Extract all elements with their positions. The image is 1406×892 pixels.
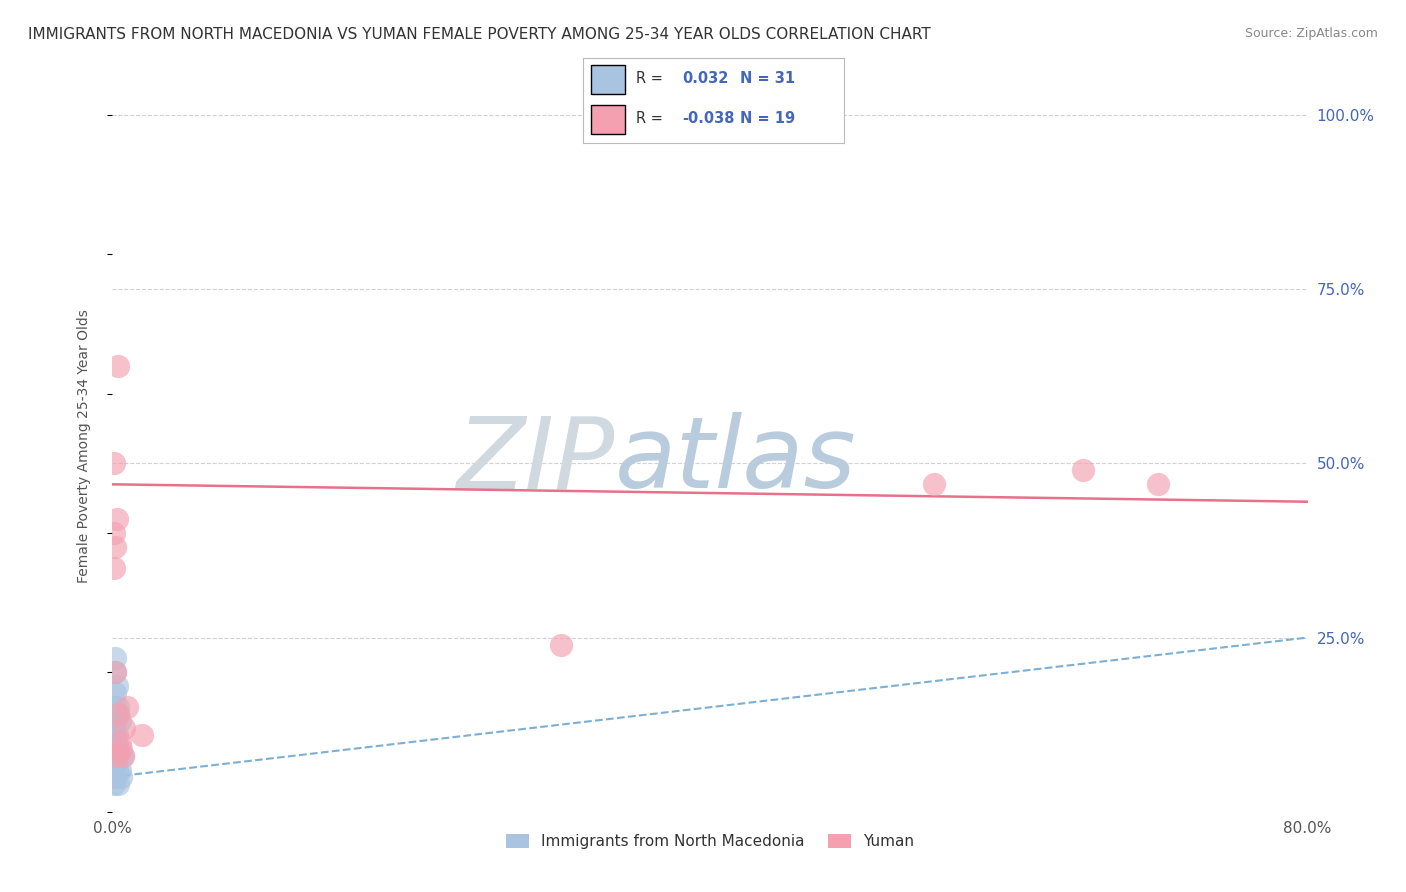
Point (104, 665, 127, 680)
Point (103, 561, 125, 575)
Text: N = 19: N = 19 (740, 112, 794, 127)
Point (1147, 477, 1170, 491)
Point (131, 728, 153, 742)
Text: N = 31: N = 31 (740, 70, 794, 86)
Point (105, 749, 128, 764)
Point (103, 763, 125, 777)
Point (105, 707, 128, 722)
Point (111, 749, 134, 764)
Point (922, 477, 945, 491)
Point (104, 714, 127, 728)
FancyBboxPatch shape (592, 65, 626, 94)
Point (117, 700, 139, 714)
Point (110, 742, 132, 756)
Point (104, 735, 127, 749)
Text: 0.032: 0.032 (682, 70, 728, 86)
Point (103, 756, 125, 770)
Point (104, 540, 127, 554)
Text: -0.038: -0.038 (682, 112, 735, 127)
Point (104, 651, 127, 665)
Point (107, 700, 129, 714)
Point (103, 728, 125, 742)
Text: R =: R = (636, 70, 666, 86)
Point (111, 749, 134, 764)
Point (103, 749, 125, 764)
Text: IMMIGRANTS FROM NORTH MACEDONIA VS YUMAN FEMALE POVERTY AMONG 25-34 YEAR OLDS CO: IMMIGRANTS FROM NORTH MACEDONIA VS YUMAN… (28, 27, 931, 42)
Text: R =: R = (636, 112, 666, 127)
Point (105, 763, 128, 777)
Point (103, 721, 125, 735)
Point (105, 749, 128, 764)
Point (103, 526, 125, 541)
Text: Source: ZipAtlas.com: Source: ZipAtlas.com (1244, 27, 1378, 40)
Point (104, 700, 127, 714)
Point (103, 714, 125, 728)
Point (103, 457, 125, 471)
Point (107, 742, 129, 756)
Point (550, 638, 572, 652)
Point (107, 359, 129, 373)
Point (105, 679, 128, 693)
Text: ZIP: ZIP (456, 412, 614, 509)
Point (104, 686, 127, 700)
Point (110, 770, 132, 784)
Point (108, 735, 131, 749)
Point (104, 665, 127, 680)
Point (104, 770, 127, 784)
Point (104, 756, 127, 770)
Point (103, 742, 125, 756)
Point (103, 735, 125, 749)
Point (107, 777, 129, 791)
Legend: Immigrants from North Macedonia, Yuman: Immigrants from North Macedonia, Yuman (501, 828, 920, 855)
Point (105, 728, 128, 742)
Point (107, 707, 129, 722)
Point (105, 512, 128, 526)
Text: atlas: atlas (614, 412, 856, 509)
Point (103, 770, 125, 784)
Point (1073, 463, 1095, 477)
Point (108, 714, 131, 728)
Y-axis label: Female Poverty Among 25-34 Year Olds: Female Poverty Among 25-34 Year Olds (77, 309, 91, 583)
Point (103, 777, 125, 791)
Point (114, 721, 135, 735)
FancyBboxPatch shape (592, 105, 626, 134)
Point (108, 763, 131, 777)
Point (104, 749, 127, 764)
